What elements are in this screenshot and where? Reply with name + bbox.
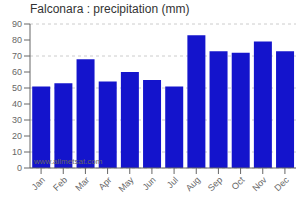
svg-text:10: 10 <box>12 147 22 157</box>
svg-text:Aug: Aug <box>184 175 202 193</box>
svg-text:60: 60 <box>12 67 22 77</box>
svg-text:Apr: Apr <box>97 175 114 192</box>
svg-text:40: 40 <box>12 99 22 109</box>
svg-text:Oct: Oct <box>230 175 247 192</box>
svg-text:Dec: Dec <box>272 175 291 194</box>
svg-text:Jul: Jul <box>165 175 180 190</box>
svg-text:90: 90 <box>12 19 22 29</box>
html-text:Falconara : precipitation (mm): Falconara : precipitation (mm) <box>30 2 190 16</box>
svg-text:Mar: Mar <box>73 175 91 193</box>
svg-text:Jun: Jun <box>141 175 158 192</box>
svg-text:70: 70 <box>12 51 22 61</box>
svg-text:50: 50 <box>12 83 22 93</box>
svg-text:May: May <box>117 175 136 194</box>
svg-text:Jan: Jan <box>30 175 47 192</box>
svg-text:0: 0 <box>17 163 22 173</box>
svg-text:30: 30 <box>12 115 22 125</box>
svg-text:Nov: Nov <box>250 175 269 194</box>
svg-text:Sep: Sep <box>206 175 224 193</box>
html-text:www.allmetsat.com: www.allmetsat.com <box>34 157 103 166</box>
svg-text:Feb: Feb <box>51 175 69 193</box>
svg-text:80: 80 <box>12 35 22 45</box>
svg-text:20: 20 <box>12 131 22 141</box>
